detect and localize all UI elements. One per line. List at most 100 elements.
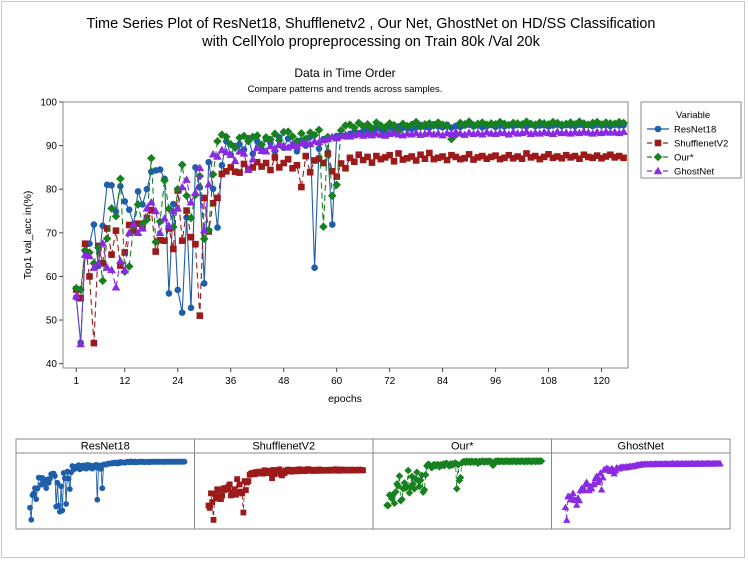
data-point (438, 120, 447, 129)
data-point (610, 119, 620, 129)
data-point (292, 136, 302, 146)
panel-data-point (245, 478, 252, 485)
data-point (545, 151, 552, 158)
data-point (517, 119, 527, 129)
panel-data-point (99, 485, 106, 492)
data-point (81, 240, 89, 248)
data-point (152, 248, 159, 255)
data-point (151, 237, 160, 247)
legend-item-our: Our* (647, 153, 694, 164)
data-point (540, 153, 548, 161)
data-point (420, 119, 430, 129)
panel-data-point (587, 484, 596, 492)
data-point (514, 153, 521, 160)
data-point (442, 121, 452, 131)
data-point (491, 119, 500, 129)
data-point (169, 206, 178, 215)
panel-data-point (231, 486, 238, 493)
data-point (315, 155, 323, 162)
panel-data-point (453, 485, 461, 493)
y-tick-label: 100 (40, 98, 57, 109)
data-point (487, 153, 495, 161)
data-point (501, 154, 508, 162)
data-point (249, 164, 257, 171)
data-point (553, 118, 562, 128)
data-point (473, 119, 483, 129)
panel-data-point (271, 471, 278, 478)
data-point (262, 159, 270, 167)
data-point (558, 154, 566, 162)
panel-data-point (456, 473, 465, 482)
panel-data-point (561, 503, 570, 511)
panel-data-point (209, 499, 216, 505)
data-point (223, 168, 230, 175)
data-point (124, 228, 134, 237)
data-point (143, 185, 151, 193)
data-point (186, 213, 196, 223)
data-point (94, 259, 103, 267)
data-point (117, 262, 124, 269)
data-point (178, 237, 186, 244)
data-point (98, 238, 108, 247)
data-point (226, 150, 236, 158)
data-point (479, 152, 486, 160)
data-point (124, 262, 134, 271)
data-point (147, 206, 155, 214)
data-point (270, 129, 280, 139)
data-point (76, 285, 85, 294)
data-point (460, 119, 469, 129)
data-point (169, 222, 178, 232)
data-point (319, 222, 328, 232)
panel-data-point (572, 501, 581, 508)
data-point (76, 339, 85, 348)
data-point (111, 211, 121, 221)
panel-frame (551, 452, 731, 530)
panel-data-point (181, 458, 188, 465)
data-point (174, 286, 182, 294)
data-point (240, 160, 248, 168)
data-point (186, 198, 196, 206)
data-point (584, 153, 592, 161)
data-point (134, 188, 142, 195)
data-point (151, 206, 160, 215)
data-point (107, 204, 116, 213)
data-point (367, 123, 377, 133)
data-point (336, 126, 346, 135)
data-point (134, 220, 142, 227)
series-ghostnet (71, 127, 628, 348)
data-point (274, 136, 284, 145)
data-point (165, 290, 173, 297)
panel-data-point (405, 489, 414, 497)
legend-title: Variable (676, 110, 710, 121)
data-point (94, 243, 103, 252)
data-point (562, 151, 570, 159)
data-point (532, 152, 539, 160)
data-point (469, 120, 478, 130)
data-point (205, 158, 212, 166)
data-point (116, 256, 125, 264)
data-point (531, 120, 540, 129)
data-point (266, 141, 275, 150)
data-point (305, 128, 315, 137)
legend-item-shufflenetv2: ShufflenetV2 (647, 139, 728, 150)
panel-data-point (569, 489, 577, 497)
data-point (355, 151, 363, 159)
data-point (164, 221, 174, 230)
x-tick-label: 108 (540, 376, 557, 387)
panel-data-point (47, 475, 53, 482)
data-point (121, 249, 129, 256)
data-point (311, 264, 318, 272)
data-point (611, 154, 619, 161)
data-point (214, 224, 221, 231)
data-point (557, 120, 567, 129)
data-point (98, 276, 108, 286)
data-point (548, 129, 558, 138)
legend-marker (653, 152, 663, 162)
data-point (425, 119, 434, 128)
data-point (390, 158, 398, 165)
plot-area (62, 101, 629, 369)
data-point (549, 154, 557, 162)
data-point (293, 161, 301, 169)
panel-data-point (384, 501, 393, 510)
